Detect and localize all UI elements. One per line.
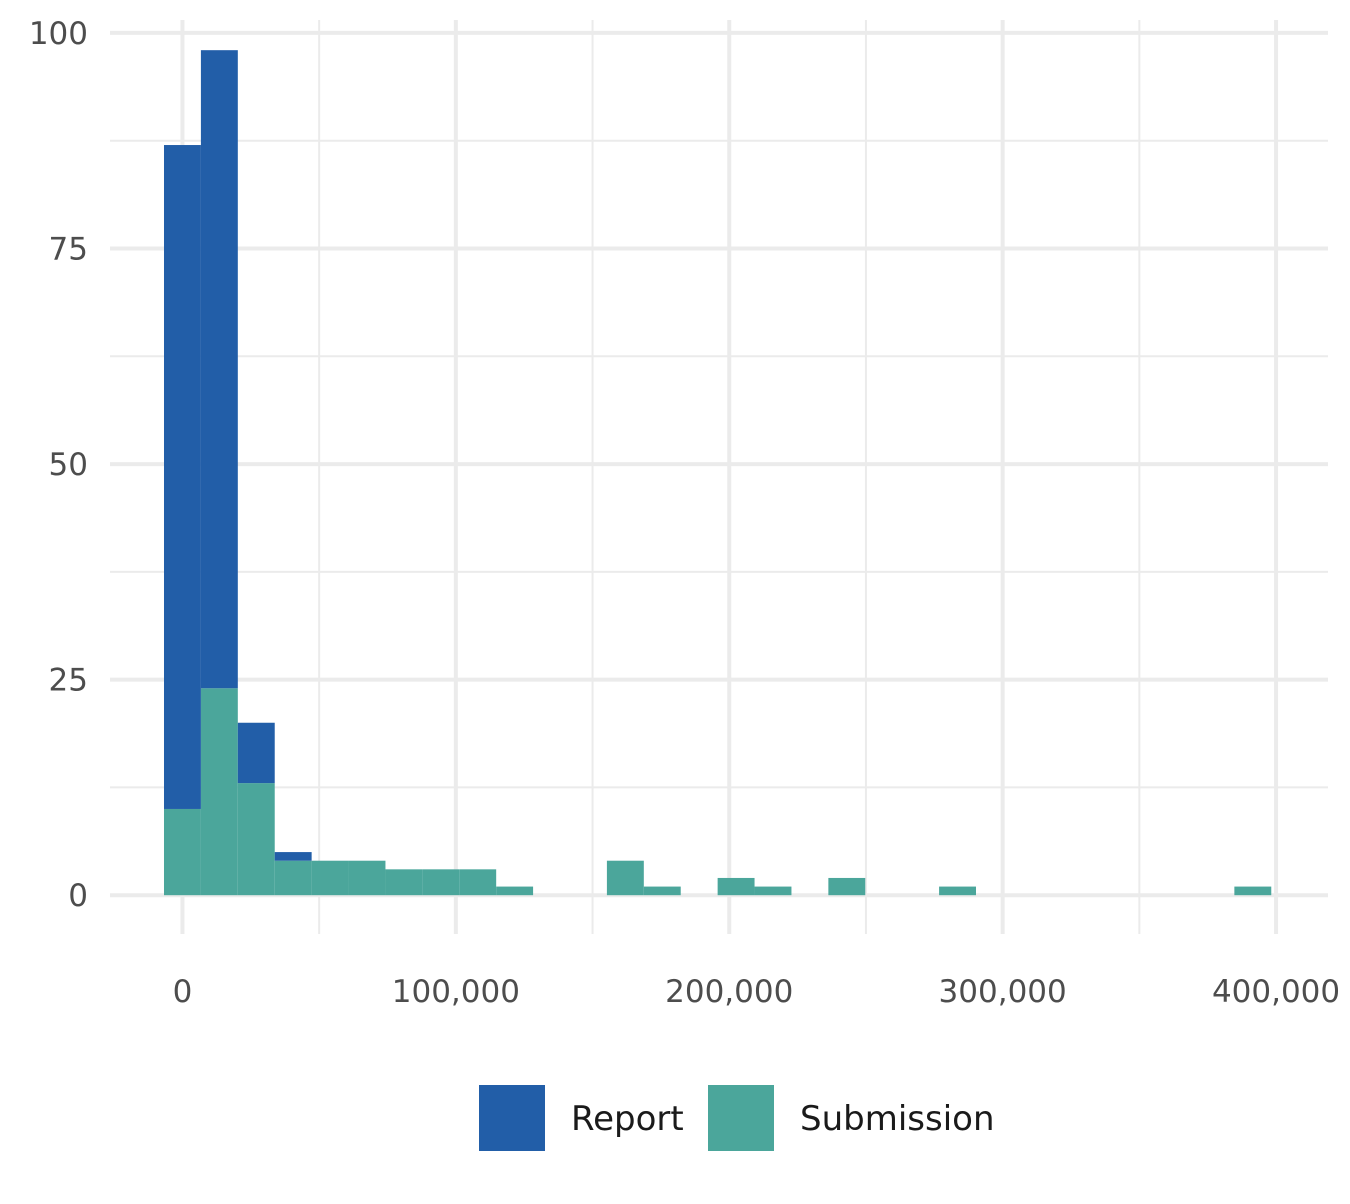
bar-layer — [163, 50, 1272, 896]
y-tick-label: 50 — [49, 447, 88, 483]
bar-report — [163, 145, 201, 809]
x-tick-label: 400,000 — [1212, 974, 1340, 1010]
y-tick-label: 0 — [68, 878, 88, 914]
bar-report — [274, 852, 312, 861]
bar-submission — [237, 783, 275, 896]
x-tick-label: 0 — [173, 974, 193, 1010]
legend-label-submission: Submission — [800, 1099, 995, 1139]
x-tick-label: 300,000 — [939, 974, 1067, 1010]
grid-layer — [110, 20, 1328, 934]
bar-submission — [754, 886, 792, 896]
y-tick-label: 75 — [49, 232, 88, 268]
bar-submission — [311, 860, 349, 896]
bar-submission — [274, 860, 312, 896]
bar-submission — [939, 886, 976, 896]
y-tick-label: 100 — [29, 16, 88, 52]
legend: Report Submission — [479, 1085, 995, 1151]
bar-submission — [606, 860, 644, 896]
bar-submission — [385, 869, 423, 896]
bar-submission — [348, 860, 386, 896]
bar-submission — [496, 886, 534, 896]
axis-layer: 0 25 50 75 100 0 100,000 200,000 300,000 400,000 — [29, 16, 1340, 1010]
bar-report — [237, 722, 275, 784]
legend-label-report: Report — [571, 1099, 684, 1139]
bar-submission — [828, 877, 866, 896]
x-tick-label: 100,000 — [392, 974, 520, 1010]
legend-key-submission — [708, 1085, 774, 1151]
bar-submission — [459, 869, 497, 896]
x-tick-label: 200,000 — [665, 974, 793, 1010]
bar-submission — [717, 877, 755, 896]
bar-submission — [200, 688, 238, 896]
bar-submission — [422, 869, 460, 896]
bar-submission — [1234, 886, 1272, 896]
bar-submission — [643, 886, 681, 896]
bar-submission — [163, 808, 201, 896]
y-tick-label: 25 — [49, 663, 88, 699]
legend-key-report — [479, 1085, 545, 1151]
bar-report — [200, 50, 238, 689]
